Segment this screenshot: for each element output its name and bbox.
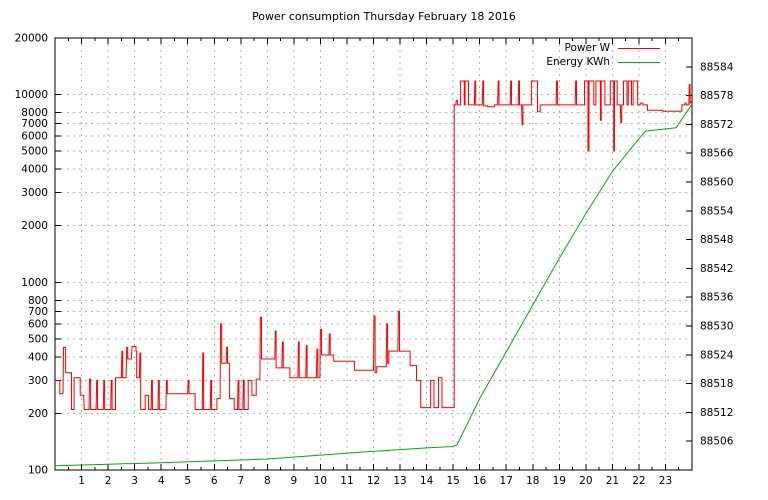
- y-left-tick-label: 5000: [21, 146, 48, 158]
- y-right-tick-label: 88572: [700, 119, 733, 131]
- legend-sample-energy-line: [618, 61, 660, 63]
- y-left-tick-label: 100: [28, 465, 48, 477]
- y-left-tick-label: 20000: [15, 33, 48, 45]
- x-tick-label: 7: [237, 475, 244, 487]
- x-tick-label: 5: [184, 475, 191, 487]
- y-right-tick-label: 88584: [700, 61, 734, 73]
- x-tick-label: 4: [158, 475, 165, 487]
- y-right-tick-label: 88560: [700, 177, 733, 189]
- y-right-tick-label: 88554: [700, 205, 734, 217]
- x-tick-label: 13: [393, 475, 406, 487]
- y-left-tick-label: 8000: [21, 107, 48, 119]
- y-right-tick-label: 88530: [700, 321, 733, 333]
- x-tick-label: 12: [367, 475, 380, 487]
- y-left-tick-label: 3000: [21, 187, 48, 199]
- y-left-tick-label: 200: [28, 408, 48, 420]
- x-tick-label: 14: [420, 475, 434, 487]
- y-left-tick-label: 600: [28, 318, 48, 330]
- x-tick-label: 10: [314, 475, 327, 487]
- y-left-tick-label: 10000: [15, 89, 48, 101]
- legend-item-power: Power W: [470, 41, 660, 55]
- y-left-tick-label: 400: [28, 351, 48, 363]
- x-tick-label: 1: [78, 475, 85, 487]
- y-left-tick-label: 800: [28, 295, 48, 307]
- chart-title: Power consumption Thursday February 18 2…: [252, 10, 516, 23]
- y-left-tick-label: 4000: [21, 164, 48, 176]
- x-tick-label: 20: [579, 475, 592, 487]
- y-right-tick-label: 88548: [700, 234, 733, 246]
- y-right-tick-label: 88542: [700, 263, 733, 275]
- x-tick-label: 17: [500, 475, 513, 487]
- x-tick-label: 3: [131, 475, 138, 487]
- x-tick-label: 18: [526, 475, 539, 487]
- x-tick-label: 21: [606, 475, 619, 487]
- x-tick-label: 8: [264, 475, 271, 487]
- legend-label-energy: Energy KWh: [546, 56, 610, 68]
- y-left-tick-label: 6000: [21, 131, 48, 143]
- y-right-tick-label: 88536: [700, 292, 734, 304]
- power-series-line: [55, 80, 693, 410]
- x-tick-label: 9: [291, 475, 298, 487]
- y-right-tick-label: 88506: [700, 436, 734, 448]
- legend-label-power: Power W: [564, 42, 610, 54]
- y-left-tick-label: 7000: [21, 118, 48, 130]
- legend-item-energy: Energy KWh: [470, 55, 660, 69]
- y-right-tick-label: 88518: [700, 378, 733, 390]
- x-tick-label: 22: [632, 475, 645, 487]
- x-tick-label: 19: [553, 475, 566, 487]
- y-left-tick-label: 2000: [21, 220, 48, 232]
- x-tick-label: 23: [659, 475, 672, 487]
- y-left-tick-label: 500: [28, 333, 48, 345]
- y-right-tick-label: 88524: [700, 349, 734, 361]
- legend-sample-power-line: [618, 47, 660, 49]
- y-right-tick-label: 88566: [700, 148, 734, 160]
- x-tick-label: 2: [105, 475, 112, 487]
- y-left-tick-label: 700: [28, 306, 48, 318]
- x-tick-label: 11: [340, 475, 353, 487]
- energy-series-line: [54, 103, 693, 467]
- x-tick-label: 16: [473, 475, 487, 487]
- y-right-tick-label: 88512: [700, 407, 733, 419]
- x-tick-label: 15: [446, 475, 459, 487]
- legend: Power W Energy KWh: [470, 41, 660, 69]
- x-tick-label: 6: [211, 475, 218, 487]
- y-right-tick-label: 88578: [700, 90, 733, 102]
- y-left-tick-label: 1000: [21, 277, 48, 289]
- y-left-tick-label: 300: [28, 375, 48, 387]
